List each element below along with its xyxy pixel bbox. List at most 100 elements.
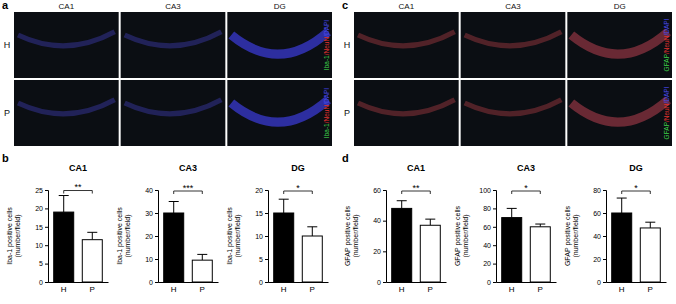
row-label: H [4,40,11,50]
stain-part: /DAPI [323,88,330,105]
stain-label: Iba-1/NeuN/DAPI [323,88,330,138]
row-label: H [344,40,351,50]
axis-line [159,282,219,283]
bar [420,225,440,282]
marks [164,202,213,283]
marks [392,201,441,282]
y-axis: 0 10 20 30 40 [145,187,158,286]
figure: aCA1CA3DGHIba-1/NeuN/DAPIPIba-1/NeuN/DAP… [0,0,676,304]
panel-label: c [342,0,348,11]
tick-label: P [310,285,315,294]
tick-label: 0 [377,279,381,286]
stain-label: Iba-1/NeuN/DAPI [323,20,330,70]
tick: 20 [145,233,158,240]
bar-chart: CA3GFAP positive cells(number/field)0204… [454,163,557,294]
stain-part: /NeuN [323,105,330,124]
tick-label: P [538,285,543,294]
marks [502,208,551,282]
tick-label: H [619,285,625,294]
micrograph [121,12,226,78]
stain-part: /NeuN [663,35,670,54]
stain-label: GFAP/NeuN/DAPI [663,18,670,71]
tick-mark [493,208,496,209]
tick: 20 [255,187,268,194]
tick: P [200,282,205,294]
column-title: CA1 [399,2,415,11]
tick-label: 40 [483,242,491,249]
bar [302,236,322,282]
tick-mark [45,190,48,191]
chart-title: CA3 [179,163,197,173]
micrograph [567,80,672,146]
tick-label: 0 [149,279,153,286]
bar-chart: CA1Iba-1 positive cells(number/field)051… [6,163,109,294]
significance-label: *** [183,183,194,193]
y-axis-title: GFAP positive cells(number/field) [454,205,470,266]
tick-label: 20 [483,260,491,267]
tick-label: H [171,285,177,294]
tick-label: P [90,285,95,294]
x-axis: HP [159,282,219,294]
tick: P [428,282,433,294]
tick-mark [603,259,606,260]
bar [530,227,550,282]
chart-title: CA1 [69,163,87,173]
tick: 20 [593,256,606,263]
tick-mark [265,259,268,260]
error-bar [617,198,627,213]
error-bar [507,208,517,217]
marks [612,198,661,282]
bar-chart: CA3Iba-1 positive cells(number/field)010… [116,163,219,294]
tick: 5 [39,260,48,267]
error-bar [307,227,317,236]
marks [54,196,103,282]
error-bar [169,202,179,214]
tick: 15 [35,224,48,231]
tick-label: 60 [373,187,381,194]
tick-mark [265,190,268,191]
tick: 30 [145,210,158,217]
row-label: P [344,108,350,118]
y-axis-title-line: (number/field) [352,214,360,257]
tick: H [281,282,287,294]
tick-mark [155,190,158,191]
tick-mark [493,227,496,228]
tick-label: 5 [39,260,43,267]
error-bar [197,254,207,260]
tick-label: 40 [373,217,381,224]
chart-title: CA1 [407,163,425,173]
y-axis-title-line: (number/field) [234,214,242,257]
tick-label: 20 [593,256,601,263]
tick-label: 0 [487,279,491,286]
tick-label: 0 [597,279,601,286]
tick-label: 40 [145,187,153,194]
tick: 40 [145,187,158,194]
cell-layer [231,32,328,54]
tick-mark [603,282,606,283]
tick-mark [603,213,606,214]
tick-label: 10 [255,233,263,240]
y-axis-title-line: Iba-1 positive cells [6,207,14,265]
micrograph [461,80,566,146]
cell-layer [18,32,115,46]
tick-label: 60 [593,210,601,217]
y-axis: 020406080100 [479,187,496,286]
tick-label: H [281,285,287,294]
tick-mark [493,264,496,265]
micrograph [567,12,672,78]
tick-label: P [200,285,205,294]
tick-mark [383,282,386,283]
axis-line [269,282,329,283]
tick: 15 [255,210,268,217]
tick-mark [45,227,48,228]
error-bar [425,219,435,225]
cell-layer [571,32,668,54]
row-label: P [4,108,10,118]
tick-mark [493,282,496,283]
stain-part: /DAPI [663,18,670,35]
tick: 0 [259,279,268,286]
tick: 10 [145,256,158,263]
tick: 100 [479,187,496,194]
tick: 80 [483,205,496,212]
tick-mark [383,251,386,252]
